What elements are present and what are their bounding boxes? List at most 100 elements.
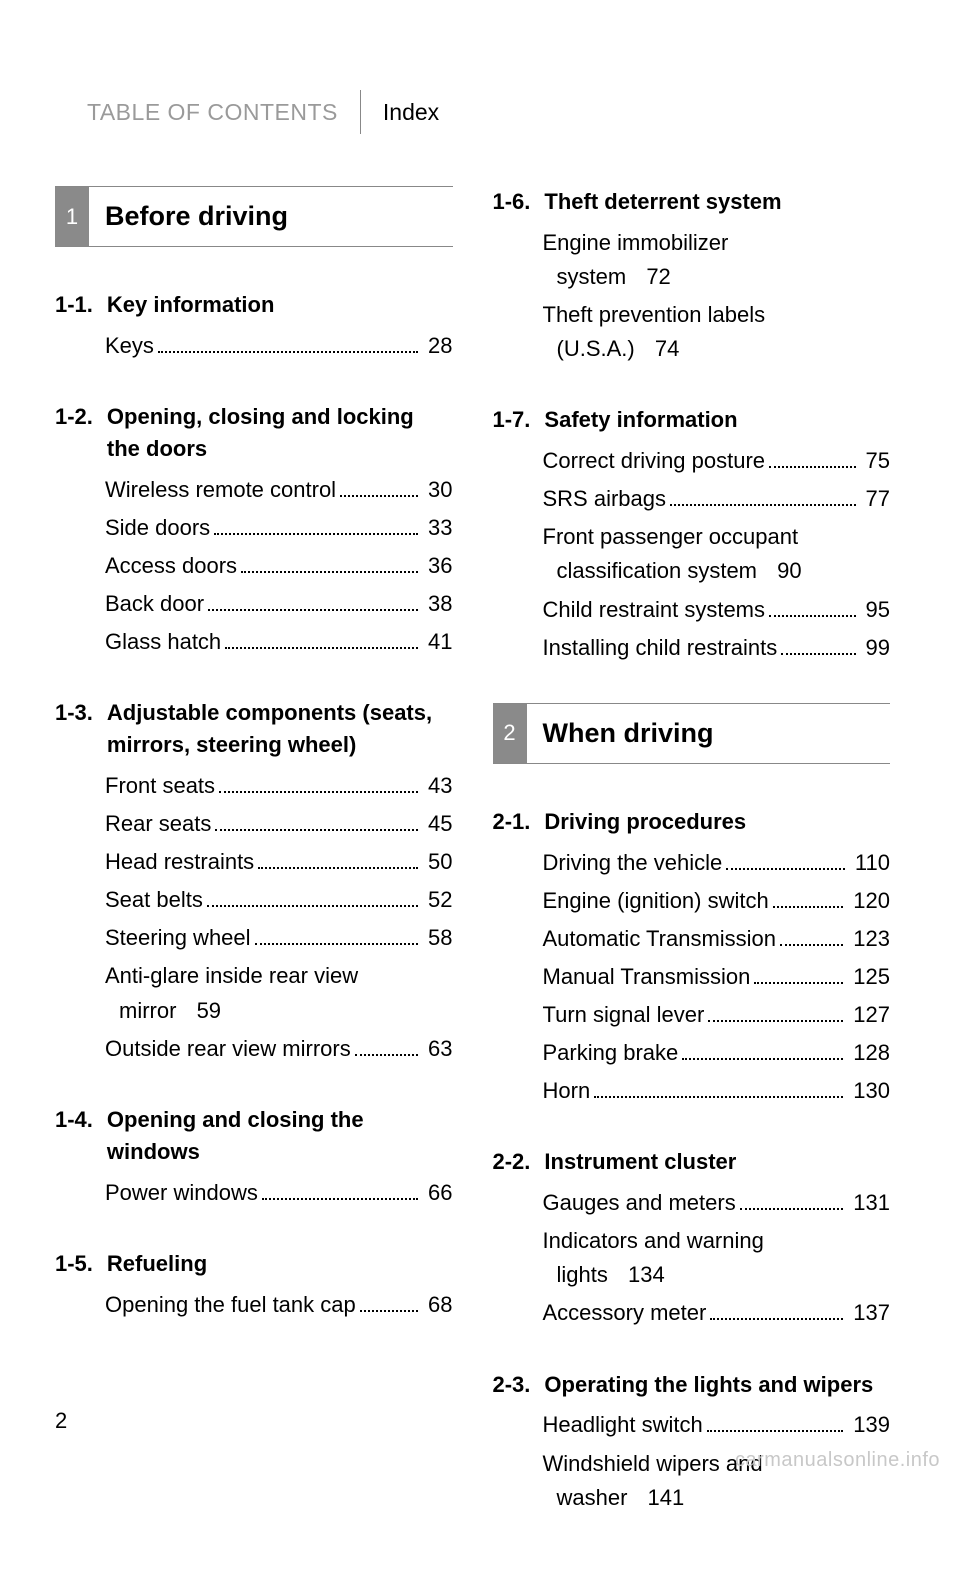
entry-label: Indicators and warning — [543, 1228, 764, 1253]
leader-dots — [769, 449, 855, 468]
entry-page: 110 — [851, 846, 890, 880]
section-heading: 1-1. Key information — [55, 289, 453, 321]
leader-dots — [594, 1079, 843, 1098]
entry-page: 68 — [424, 1288, 452, 1322]
chapter-title: Before driving — [89, 187, 453, 246]
toc-entry: Turn signal lever 127 — [493, 998, 891, 1032]
section-1-5: 1-5. Refueling Opening the fuel tank cap… — [55, 1248, 453, 1322]
section-number: 1-6. — [493, 186, 545, 218]
toc-entry: Steering wheel 58 — [55, 921, 453, 955]
toc-entry: Child restraint systems 95 — [493, 593, 891, 627]
section-2-3: 2-3. Operating the lights and wipers Hea… — [493, 1369, 891, 1515]
section-title: Operating the lights and wipers — [544, 1369, 890, 1401]
entry-page: 75 — [862, 444, 890, 478]
section-2-2: 2-2. Instrument cluster Gauges and meter… — [493, 1146, 891, 1330]
entry-page: 43 — [424, 769, 452, 803]
leader-dots — [682, 1041, 843, 1060]
leader-dots — [207, 889, 418, 908]
entry-label: Parking brake — [543, 1036, 679, 1070]
chapter-title: When driving — [527, 704, 891, 763]
entry-label: Windshield wipers and — [543, 1451, 763, 1476]
entry-page: 63 — [424, 1032, 452, 1066]
toc-entry: Automatic Transmission 123 — [493, 922, 891, 956]
leader-dots — [360, 1293, 418, 1312]
toc-entry: Seat belts 52 — [55, 883, 453, 917]
entry-label: Manual Transmission — [543, 960, 751, 994]
entry-label-cont: system — [557, 264, 627, 289]
entry-label: Head restraints — [105, 845, 254, 879]
section-1-4: 1-4. Opening and closing the windows Pow… — [55, 1104, 453, 1210]
toc-entry: Accessory meter 137 — [493, 1296, 891, 1330]
toc-entry: Front passenger occupant classification … — [493, 520, 891, 588]
section-title: Instrument cluster — [544, 1146, 890, 1178]
section-number: 1-3. — [55, 697, 107, 761]
leader-dots — [708, 1003, 843, 1022]
section-title: Refueling — [107, 1248, 453, 1280]
entry-page: 50 — [424, 845, 452, 879]
toc-entry: Glass hatch 41 — [55, 625, 453, 659]
section-heading: 1-6. Theft deterrent system — [493, 186, 891, 218]
toc-entry: Rear seats 45 — [55, 807, 453, 841]
entry-page: 36 — [424, 549, 452, 583]
entry-label: Opening the fuel tank cap — [105, 1288, 356, 1322]
toc-entry: Front seats 43 — [55, 769, 453, 803]
section-number: 1-1. — [55, 289, 107, 321]
entry-label: Turn signal lever — [543, 998, 705, 1032]
entry-label: Glass hatch — [105, 625, 221, 659]
entry-page: 127 — [849, 998, 890, 1032]
section-heading: 2-2. Instrument cluster — [493, 1146, 891, 1178]
entry-page: 90 — [773, 558, 801, 583]
entry-page: 74 — [651, 336, 679, 361]
entry-page: 125 — [849, 960, 890, 994]
leader-dots — [208, 592, 418, 611]
toc-entry: Engine immobilizer system 72 — [493, 226, 891, 294]
toc-entry: Parking brake 128 — [493, 1036, 891, 1070]
section-title: Adjustable components (seats, mirrors, s… — [107, 697, 453, 761]
section-2-1: 2-1. Driving procedures Driving the vehi… — [493, 806, 891, 1109]
entry-label: Anti-glare inside rear view — [105, 963, 358, 988]
entry-label-cont: (U.S.A.) — [557, 336, 635, 361]
entry-label-cont: mirror — [119, 998, 176, 1023]
entry-label: Back door — [105, 587, 204, 621]
toc-entry: Installing child restraints 99 — [493, 631, 891, 665]
entry-label: Headlight switch — [543, 1408, 703, 1442]
toc-entry: Back door 38 — [55, 587, 453, 621]
entry-label: Front passenger occupant — [543, 524, 799, 549]
toc-entry: SRS airbags 77 — [493, 482, 891, 516]
leader-dots — [262, 1181, 418, 1200]
section-1-7: 1-7. Safety information Correct driving … — [493, 404, 891, 664]
entry-page: 137 — [849, 1296, 890, 1330]
leader-dots — [707, 1414, 844, 1433]
entry-page: 130 — [849, 1074, 890, 1108]
leader-dots — [780, 927, 843, 946]
section-title: Key information — [107, 289, 453, 321]
entry-label: Driving the vehicle — [543, 846, 723, 880]
section-heading: 2-1. Driving procedures — [493, 806, 891, 838]
chapter-number: 1 — [55, 187, 89, 246]
entry-page: 120 — [849, 884, 890, 918]
entry-page: 66 — [424, 1176, 452, 1210]
toc-entry: Horn 130 — [493, 1074, 891, 1108]
chapter-header-2: 2 When driving — [493, 703, 891, 764]
toc-entry: Theft prevention labels (U.S.A.) 74 — [493, 298, 891, 366]
leader-dots — [710, 1302, 843, 1321]
leader-dots — [158, 334, 418, 353]
entry-label: Side doors — [105, 511, 210, 545]
entry-page: 123 — [849, 922, 890, 956]
entry-label: Engine immobilizer — [543, 230, 729, 255]
section-title: Driving procedures — [544, 806, 890, 838]
entry-label: Front seats — [105, 769, 215, 803]
section-title: Opening, closing and locking the doors — [107, 401, 453, 465]
section-1-3: 1-3. Adjustable components (seats, mirro… — [55, 697, 453, 1066]
entry-page: 131 — [849, 1186, 890, 1220]
entry-label: Power windows — [105, 1176, 258, 1210]
section-number: 2-2. — [493, 1146, 545, 1178]
entry-label: Wireless remote control — [105, 473, 336, 507]
section-number: 1-2. — [55, 401, 107, 465]
section-number: 1-5. — [55, 1248, 107, 1280]
toc-entry: Power windows 66 — [55, 1176, 453, 1210]
leader-dots — [754, 965, 843, 984]
watermark: carmanualsonline.info — [735, 1449, 940, 1472]
entry-page: 38 — [424, 587, 452, 621]
section-number: 1-7. — [493, 404, 545, 436]
